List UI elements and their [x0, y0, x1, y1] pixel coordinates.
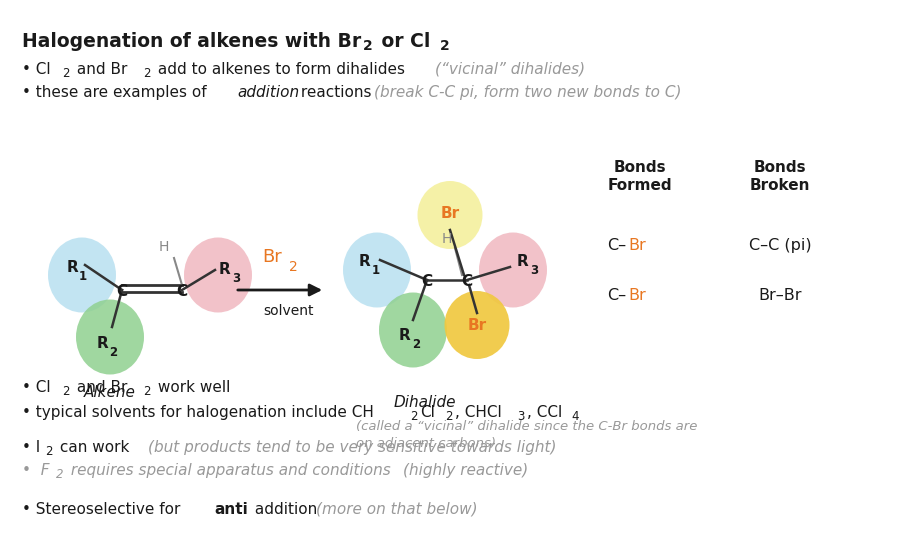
Text: R: R [66, 260, 78, 275]
Text: 2: 2 [363, 39, 373, 53]
Text: C: C [176, 284, 187, 300]
Text: Br: Br [467, 317, 487, 333]
Text: Dihalide: Dihalide [394, 395, 456, 410]
Text: 3: 3 [232, 272, 240, 286]
Text: Br: Br [628, 288, 646, 303]
Text: 1: 1 [79, 271, 87, 283]
Text: solvent: solvent [263, 304, 313, 318]
Text: 2: 2 [412, 339, 420, 351]
Text: addition: addition [250, 502, 322, 517]
Text: C: C [462, 275, 472, 289]
Text: , CHCl: , CHCl [455, 405, 502, 420]
Text: C: C [116, 284, 128, 300]
Text: (“vicinal” dihalides): (“vicinal” dihalides) [435, 62, 585, 77]
Text: 2: 2 [143, 67, 150, 80]
Ellipse shape [379, 293, 447, 368]
Text: Br: Br [262, 248, 282, 266]
Ellipse shape [418, 181, 482, 249]
Text: addition: addition [237, 85, 299, 100]
Text: 2: 2 [445, 410, 453, 423]
Text: reactions: reactions [296, 85, 376, 100]
Text: 3: 3 [530, 265, 538, 277]
Text: or Cl: or Cl [375, 32, 430, 51]
Ellipse shape [48, 237, 116, 312]
Text: C: C [421, 275, 433, 289]
Text: Bonds
Broken: Bonds Broken [750, 160, 810, 193]
Text: and Br: and Br [72, 62, 128, 77]
Text: 3: 3 [517, 410, 525, 423]
Text: H: H [442, 232, 452, 246]
Text: 2: 2 [62, 67, 69, 80]
Text: Br: Br [440, 206, 460, 220]
Text: R: R [399, 328, 411, 342]
Text: 2: 2 [440, 39, 450, 53]
Text: Br: Br [628, 238, 646, 253]
Ellipse shape [479, 232, 547, 307]
Ellipse shape [343, 232, 411, 307]
Text: • typical solvents for halogenation include CH: • typical solvents for halogenation incl… [22, 405, 374, 420]
Text: anti: anti [214, 502, 248, 517]
Text: • Stereoselective for: • Stereoselective for [22, 502, 185, 517]
Text: 1: 1 [372, 265, 380, 277]
Text: work well: work well [153, 380, 230, 395]
Text: R: R [96, 335, 108, 351]
Text: 2: 2 [62, 385, 69, 398]
Text: Cl: Cl [420, 405, 435, 420]
Text: 2: 2 [289, 260, 298, 274]
Text: 2: 2 [56, 468, 64, 481]
Text: H: H [158, 240, 169, 254]
Text: (break C-C pi, form two new bonds to C): (break C-C pi, form two new bonds to C) [374, 85, 681, 100]
Text: add to alkenes to form dihalides: add to alkenes to form dihalides [153, 62, 410, 77]
Text: 2: 2 [143, 385, 150, 398]
Text: 2: 2 [109, 346, 117, 359]
Text: • these are examples of: • these are examples of [22, 85, 212, 100]
Text: R: R [219, 261, 231, 277]
Text: C–: C– [607, 288, 626, 303]
Text: Bonds
Formed: Bonds Formed [608, 160, 672, 193]
Text: 2: 2 [45, 445, 52, 458]
Text: R: R [359, 254, 371, 269]
Text: • Cl: • Cl [22, 380, 50, 395]
Ellipse shape [445, 291, 509, 359]
Text: • I: • I [22, 440, 40, 455]
Text: 4: 4 [571, 410, 579, 423]
Text: , CCl: , CCl [527, 405, 562, 420]
Text: 2: 2 [410, 410, 418, 423]
Text: R: R [518, 254, 529, 269]
Text: Alkene: Alkene [84, 385, 136, 400]
Ellipse shape [76, 300, 144, 374]
Text: can work: can work [55, 440, 134, 455]
Text: •  F: • F [22, 463, 50, 478]
Text: on adjacent carbons): on adjacent carbons) [356, 437, 496, 450]
Text: C–: C– [607, 238, 626, 253]
Text: (but products tend to be very sensitive towards light): (but products tend to be very sensitive … [148, 440, 556, 455]
Text: requires special apparatus and conditions: requires special apparatus and condition… [66, 463, 396, 478]
Text: and Br: and Br [72, 380, 128, 395]
Text: Br–Br: Br–Br [758, 288, 802, 303]
Text: (highly reactive): (highly reactive) [403, 463, 528, 478]
Text: • Cl: • Cl [22, 62, 50, 77]
Ellipse shape [184, 237, 252, 312]
Text: (more on that below): (more on that below) [316, 502, 478, 517]
Text: (called a “vicinal” dihalide since the C-Br bonds are: (called a “vicinal” dihalide since the C… [356, 420, 698, 433]
Text: Halogenation of alkenes with Br: Halogenation of alkenes with Br [22, 32, 361, 51]
Text: C–C (pi): C–C (pi) [749, 238, 811, 253]
